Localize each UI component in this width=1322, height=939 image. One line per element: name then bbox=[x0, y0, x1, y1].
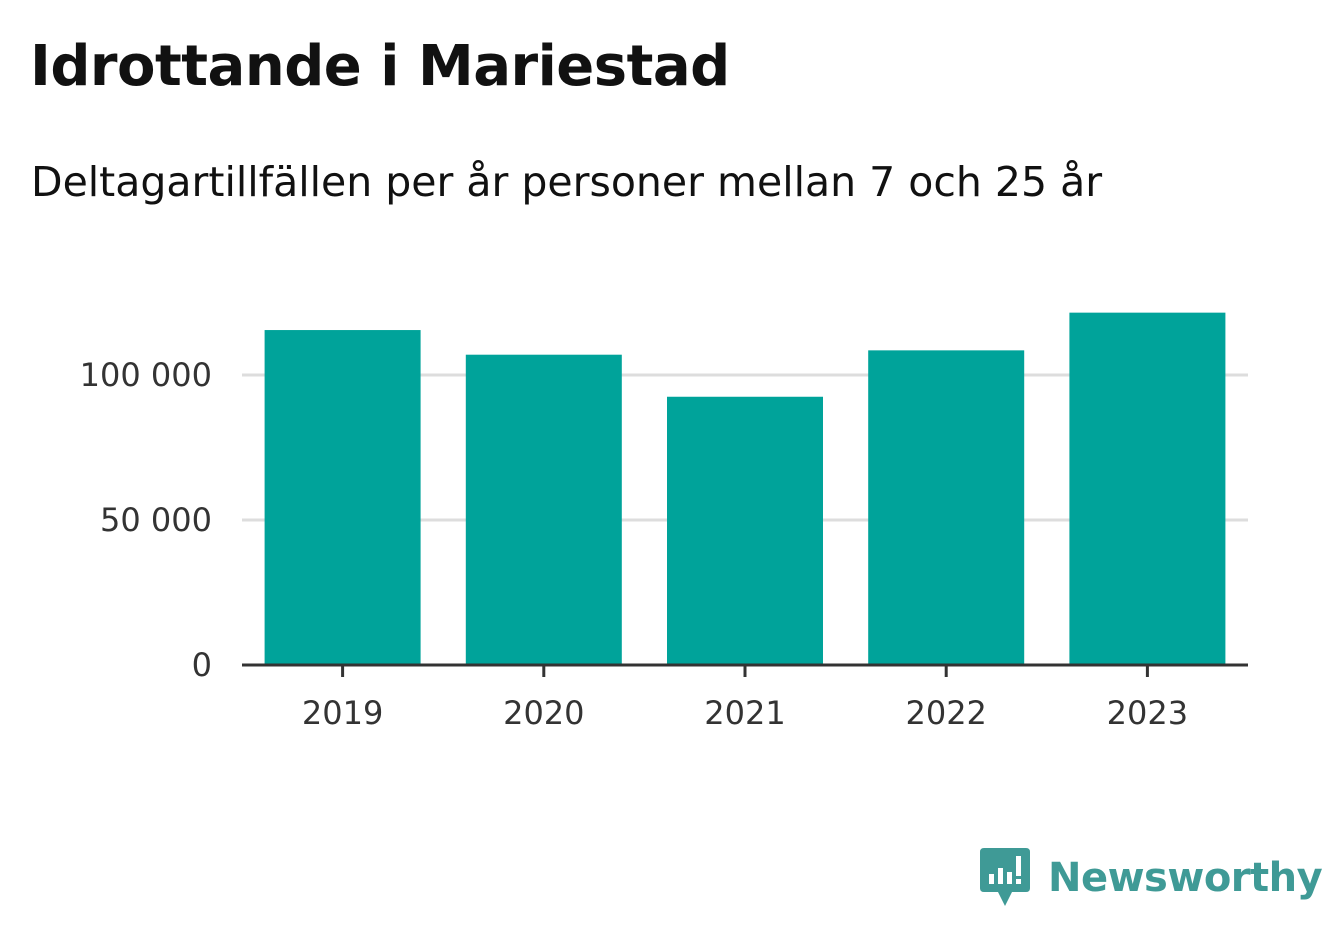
y-tick-label: 50 000 bbox=[100, 501, 212, 539]
y-tick-label: 0 bbox=[192, 646, 212, 684]
brand-name: Newsworthy bbox=[1048, 855, 1322, 901]
x-tick-label: 2023 bbox=[1107, 694, 1188, 732]
bar-2022 bbox=[868, 350, 1025, 665]
bar-2021 bbox=[667, 396, 823, 665]
brand-logo: Newsworthy bbox=[980, 848, 1322, 908]
bars bbox=[264, 312, 1226, 665]
x-tick-label: 2022 bbox=[905, 694, 986, 732]
x-tick-label: 2019 bbox=[302, 694, 383, 732]
chart-title: Idrottande i Mariestad bbox=[30, 34, 730, 99]
bar-2020 bbox=[465, 354, 622, 665]
x-tick-label: 2021 bbox=[704, 694, 785, 732]
x-tick-label: 2020 bbox=[503, 694, 584, 732]
newsworthy-logo-icon bbox=[980, 848, 1030, 906]
y-tick-label: 100 000 bbox=[80, 356, 212, 394]
axes: 0 50 000 100 000 2019 2020 2021 2022 2023 bbox=[80, 356, 1248, 732]
chart-subtitle: Deltagartillfällen per år personer mella… bbox=[31, 158, 1103, 206]
bar-2023 bbox=[1069, 312, 1226, 665]
bar-2019 bbox=[264, 330, 421, 665]
